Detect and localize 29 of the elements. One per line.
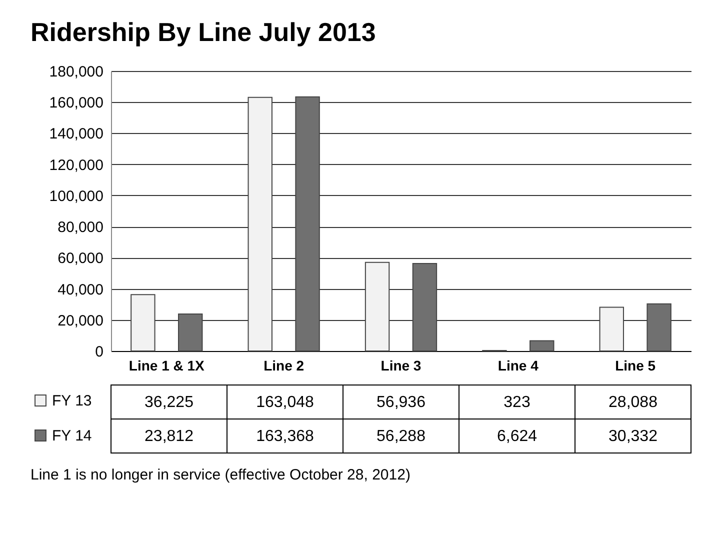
- data-label: 163,368: [256, 428, 314, 445]
- chart-title: Ridership By Line July 2013: [30, 17, 376, 47]
- y-tick-label: 160,000: [49, 94, 104, 112]
- legend-label: FY 13: [52, 392, 92, 410]
- y-tick-label: 40,000: [58, 281, 104, 298]
- data-label: 56,288: [376, 428, 426, 445]
- text: Line 1 is no longer in service (effective October 28, 2012): [30, 466, 410, 484]
- y-tick-label: 80,000: [58, 219, 104, 236]
- y-tick-label: 180,000: [49, 64, 104, 80]
- data-label: 36,225: [144, 394, 194, 411]
- data-label: 28,088: [608, 394, 658, 411]
- data-label: 163,048: [256, 394, 314, 411]
- data-label: 56,936: [376, 394, 426, 411]
- data-label: 30,332: [608, 428, 658, 445]
- y-tick-label: 20,000: [58, 312, 104, 330]
- y-tick-label: 0: [95, 344, 104, 360]
- y-tick-label: 100,000: [49, 188, 104, 205]
- y-tick-label: 60,000: [58, 250, 104, 268]
- x-tick-label: Line 3: [380, 358, 422, 374]
- y-tick-label: 140,000: [49, 126, 104, 143]
- x-tick-label: Line 2: [264, 358, 304, 374]
- y-tick-label: 120,000: [49, 156, 104, 174]
- x-tick-label: Line 5: [615, 358, 656, 374]
- legend-label: FY 14: [52, 428, 92, 444]
- data-label: 323: [504, 394, 530, 411]
- x-tick-label: Line 4: [498, 358, 539, 374]
- data-label: 6,624: [496, 428, 538, 445]
- data-label: 23,812: [144, 428, 194, 445]
- x-tick-label: Line 1 & 1X: [128, 358, 206, 374]
